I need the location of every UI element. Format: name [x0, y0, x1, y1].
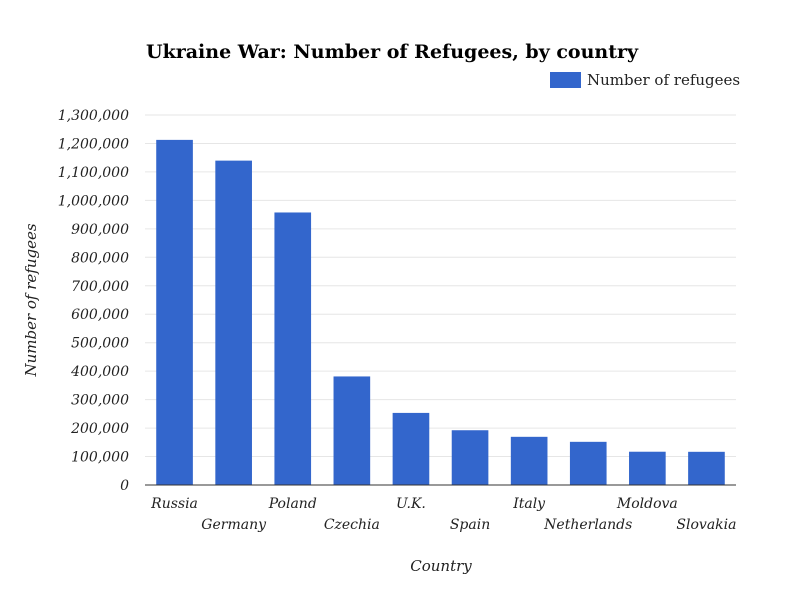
x-tick-label: Netherlands	[543, 517, 632, 533]
y-tick-label: 300,000	[71, 393, 129, 409]
legend: Number of refugees	[550, 71, 740, 89]
y-tick-label: 1,300,000	[58, 108, 129, 124]
y-tick-label: 400,000	[70, 364, 129, 380]
bar-spain	[451, 430, 489, 485]
x-tick-label: Russia	[150, 496, 198, 512]
bar-slovakia	[688, 451, 725, 485]
bar-germany	[215, 160, 252, 485]
y-tick-label: 100,000	[71, 450, 129, 466]
bar-czechia	[333, 376, 371, 485]
y-tick-label: 500,000	[71, 336, 129, 352]
y-axis-title: Number of refugees	[22, 223, 40, 377]
y-tick-label: 900,000	[71, 222, 129, 238]
x-tick-label: Czechia	[324, 517, 380, 533]
x-tick-label: Slovakia	[676, 517, 736, 533]
y-tick-label: 1,100,000	[58, 165, 129, 181]
bar-russia	[156, 139, 193, 486]
y-tick-label: 0	[120, 478, 129, 494]
y-tick-label: 800,000	[71, 250, 129, 266]
y-tick-label: 200,000	[70, 421, 129, 437]
y-tick-label: 1,000,000	[58, 193, 129, 209]
x-tick-label: U.K.	[396, 496, 426, 512]
bars	[156, 139, 725, 486]
bar-italy	[510, 436, 548, 485]
x-tick-label: Spain	[450, 517, 490, 533]
x-tick-label: Poland	[268, 496, 317, 512]
x-tick-label: Italy	[512, 496, 546, 512]
bar-u-k	[392, 412, 430, 485]
bar-netherlands	[569, 441, 607, 485]
bar-poland	[274, 212, 312, 485]
legend-label: Number of refugees	[587, 71, 740, 89]
legend-swatch	[550, 72, 581, 88]
x-axis-title: Country	[410, 557, 472, 575]
x-tick-label: Moldova	[616, 496, 678, 512]
chart-title: Ukraine War: Number of Refugees, by coun…	[146, 41, 639, 63]
y-tick-label: 700,000	[71, 279, 129, 295]
y-axis-tick-labels: 0 100,000 200,000 300,000 400,000 500,000 600,…	[58, 108, 129, 494]
y-tick-label: 600,000	[71, 307, 129, 323]
x-tick-label: Germany	[201, 517, 267, 533]
y-tick-label: 1,200,000	[58, 136, 129, 152]
bar-moldova	[629, 451, 666, 485]
